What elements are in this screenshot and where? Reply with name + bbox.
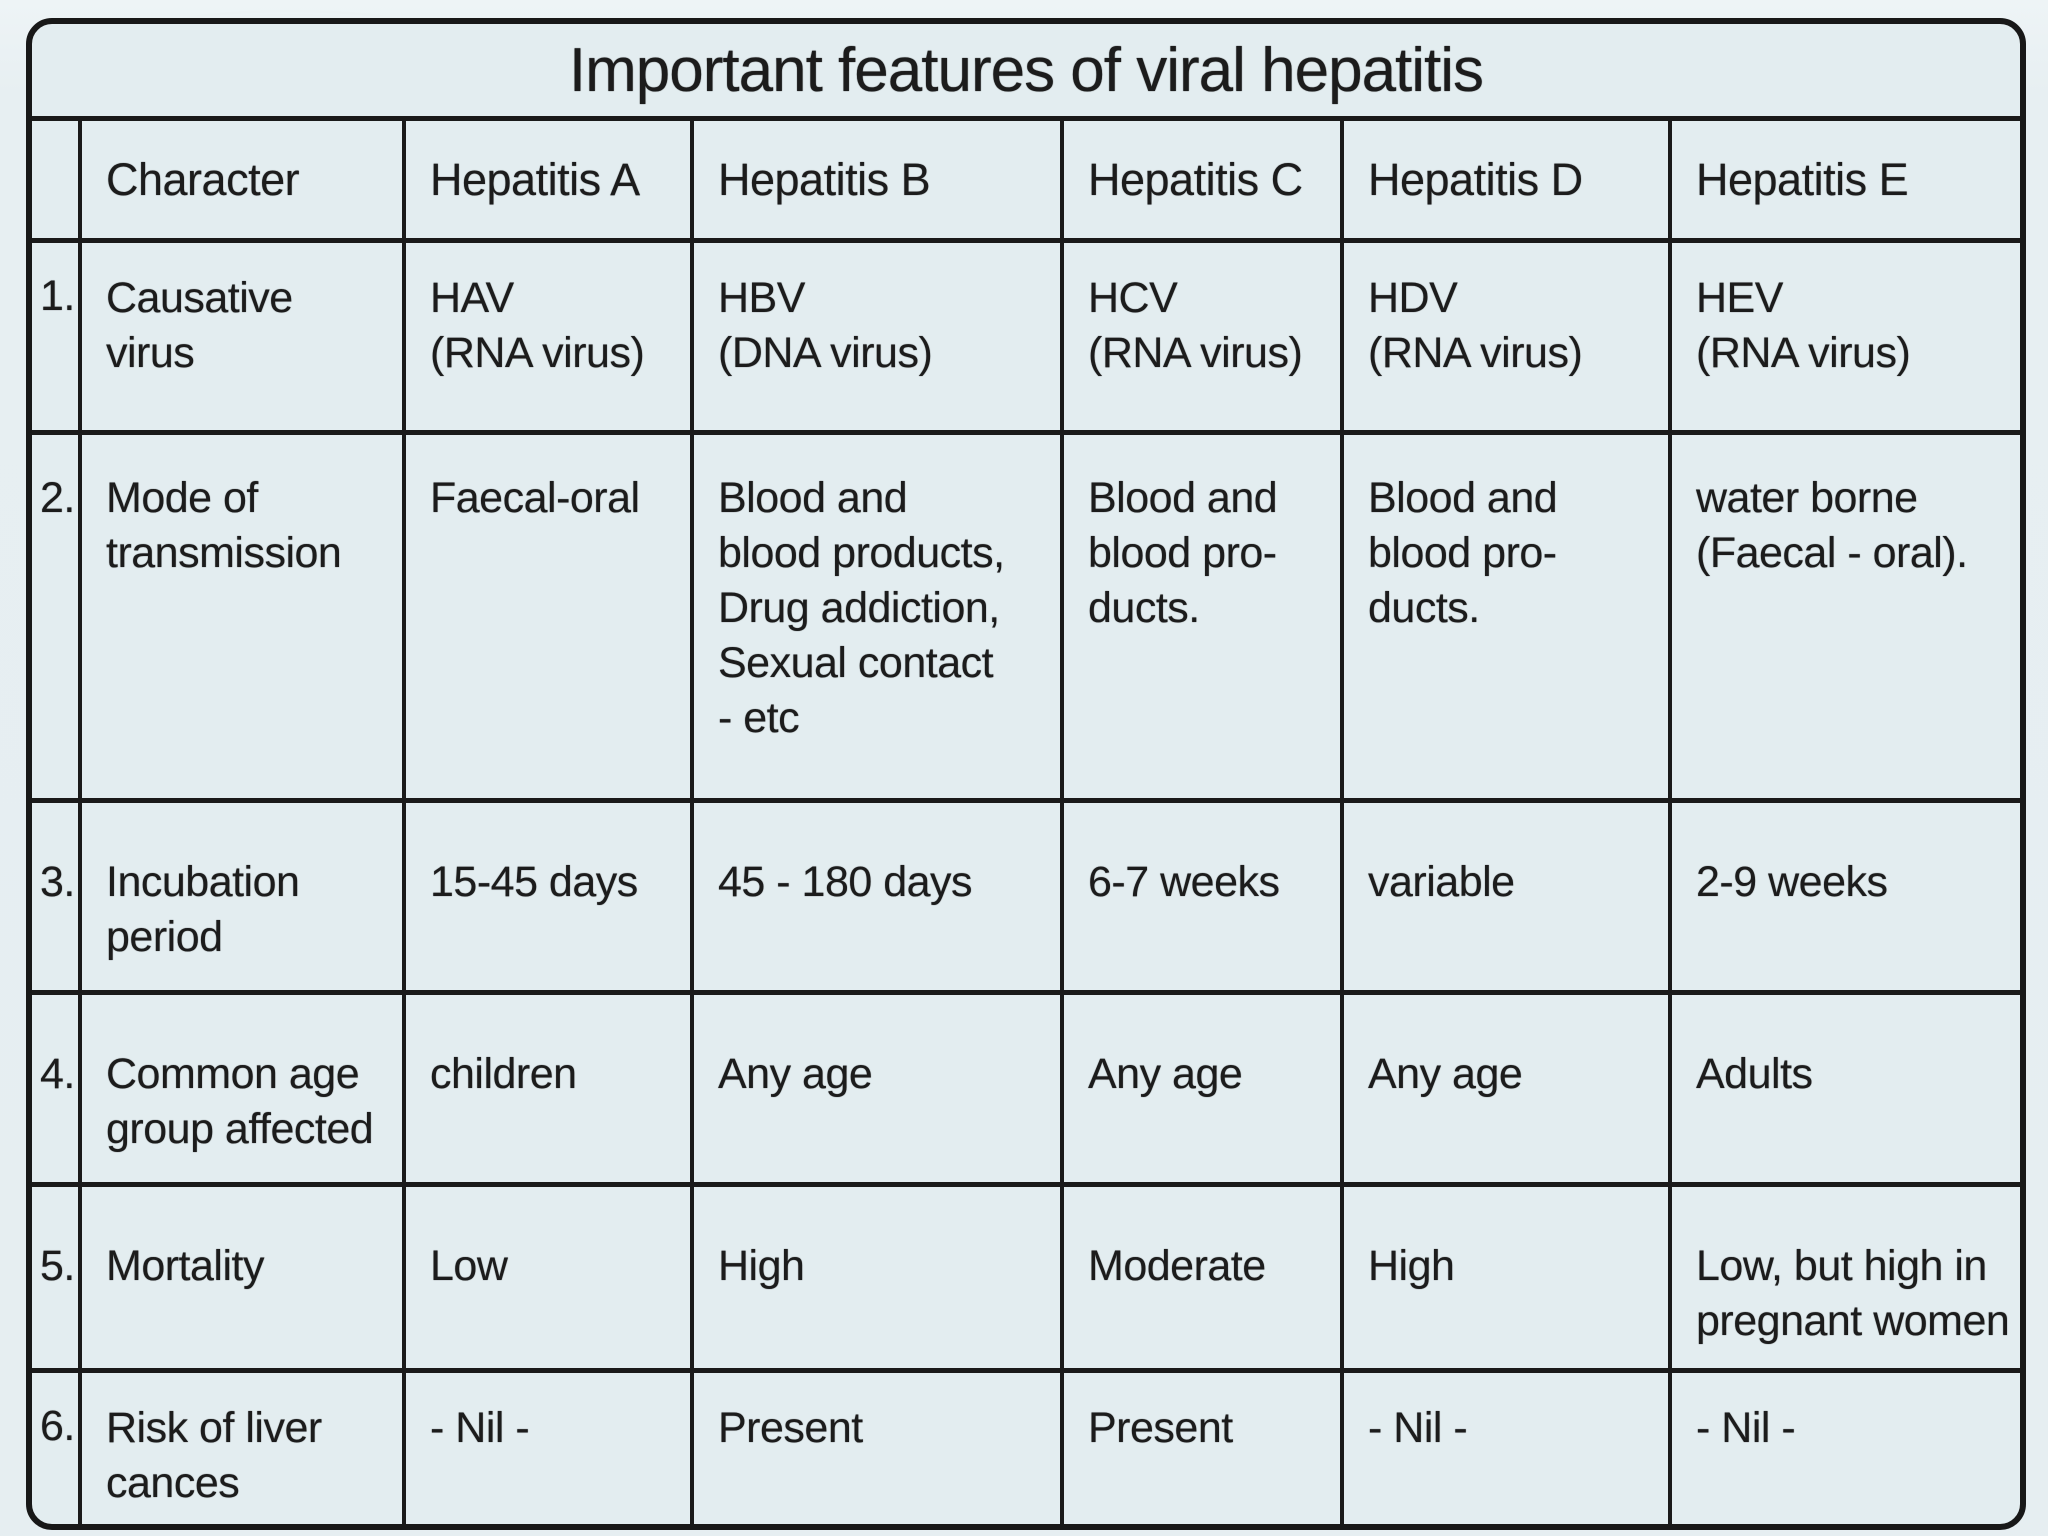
table-cell: Blood and blood pro- ducts. — [1064, 435, 1344, 803]
column-header-hepatitis-b: Hepatitis B — [694, 121, 1064, 243]
table-cell: Moderate — [1064, 1187, 1344, 1373]
table-cell: Any age — [1344, 995, 1672, 1187]
table-cell: HCV (RNA virus) — [1064, 243, 1344, 435]
table-cell: Low — [406, 1187, 694, 1373]
table-cell: High — [694, 1187, 1064, 1373]
row-label: Risk of liver cances — [82, 1373, 406, 1524]
column-header-hepatitis-c: Hepatitis C — [1064, 121, 1344, 243]
table-grid: Character Hepatitis A Hepatitis B Hepati… — [32, 121, 2020, 1524]
table-cell: - Nil - — [1696, 1404, 1796, 1452]
table-cell: Any age — [1064, 995, 1344, 1187]
table-cell: 45 - 180 days — [694, 803, 1064, 995]
table-title-row: Important features of viral hepatitis — [32, 24, 2020, 121]
table-cell: - Nil - — [406, 1373, 694, 1524]
row-number: 1. — [32, 243, 82, 435]
column-header-hepatitis-e: Hepatitis E — [1672, 121, 2020, 243]
table-cell: 2-9 weeks — [1672, 803, 2020, 995]
table-cell: 15-45 days — [406, 803, 694, 995]
table-cell: variable — [1344, 803, 1672, 995]
table-cell: Present — [1064, 1373, 1344, 1524]
table-title: Important features of viral hepatitis — [568, 35, 1484, 105]
table-cell: Blood and blood pro- ducts. — [1344, 435, 1672, 803]
table-cell: Faecal-oral — [406, 435, 694, 803]
table-cell: Adults — [1672, 995, 2020, 1187]
column-header-hepatitis-a: Hepatitis A — [406, 121, 694, 243]
row-number: 5. — [32, 1187, 82, 1373]
column-header-character: Character — [82, 121, 406, 243]
row-label: Mortality — [82, 1187, 406, 1373]
table-cell: HDV (RNA virus) — [1344, 243, 1672, 435]
table-cell: Present — [694, 1373, 1064, 1524]
table-cell: - Nil - — [1344, 1373, 1672, 1524]
row-number: 2. — [32, 435, 82, 803]
column-header-hepatitis-d: Hepatitis D — [1344, 121, 1672, 243]
row-label: Common age group affected — [82, 995, 406, 1187]
table-cell: HEV (RNA virus) — [1672, 243, 2020, 435]
table-cell: Low, but high in pregnant women — [1672, 1187, 2020, 1373]
row-number: 6. — [32, 1373, 82, 1524]
row-label: Mode of transmission — [82, 435, 406, 803]
table-cell: Any age — [694, 995, 1064, 1187]
table-cell: Blood and blood products, Drug addiction… — [694, 435, 1064, 803]
row-label: Incubation period — [82, 803, 406, 995]
table-cell: water borne (Faecal - oral). — [1672, 435, 2020, 803]
header-index — [32, 121, 82, 243]
table-cell: children — [406, 995, 694, 1187]
hepatitis-table: Important features of viral hepatitis Ch… — [26, 18, 2026, 1530]
row-number: 3. — [32, 803, 82, 995]
table-cell: HBV (DNA virus) — [694, 243, 1064, 435]
row-number: 4. — [32, 995, 82, 1187]
table-cell: HAV (RNA virus) — [406, 243, 694, 435]
table-cell: High — [1344, 1187, 1672, 1373]
row-label: Causative virus — [82, 243, 406, 435]
table-cell: 6-7 weeks — [1064, 803, 1344, 995]
